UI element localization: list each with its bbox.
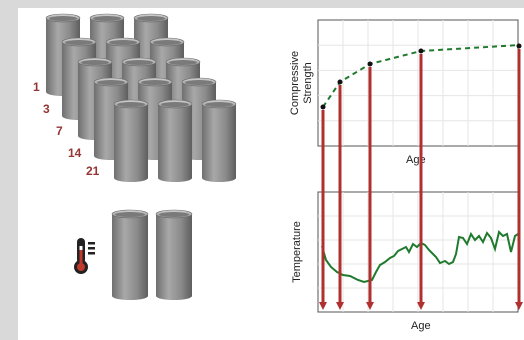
strength-point <box>337 79 343 85</box>
age-label-7: 7 <box>56 124 63 138</box>
age-label-21: 21 <box>86 164 100 178</box>
strength-point <box>516 43 522 49</box>
strength-ylabel-line2: Strength <box>302 62 314 104</box>
temperature-xlabel: Age <box>411 320 431 332</box>
concrete-cylinder <box>157 99 193 182</box>
concrete-cylinder <box>201 99 237 182</box>
strength-xlabel: Age <box>406 154 426 166</box>
age-label-14: 14 <box>68 146 82 160</box>
concrete-cylinder <box>111 209 149 300</box>
temperature-grid <box>318 192 518 312</box>
strength-grid <box>318 20 518 146</box>
strength-chart: Age Compressive Strength <box>289 19 522 166</box>
strength-ylabel-line1: Compressive <box>289 51 301 115</box>
age-label-3: 3 <box>43 102 50 116</box>
concrete-cylinder <box>113 99 149 182</box>
age-label-1: 1 <box>33 80 40 94</box>
temperature-ylabel: Temperature <box>291 221 303 283</box>
thermometer-icon <box>74 238 95 274</box>
concrete-cylinder <box>155 209 193 300</box>
specimen-cylinders <box>45 13 237 300</box>
strength-point <box>320 104 326 110</box>
age-arrows <box>319 49 523 310</box>
temperature-curve <box>321 230 519 284</box>
strength-point <box>418 48 424 54</box>
strength-point <box>367 61 373 67</box>
temperature-chart: Age Temperature <box>291 191 519 332</box>
